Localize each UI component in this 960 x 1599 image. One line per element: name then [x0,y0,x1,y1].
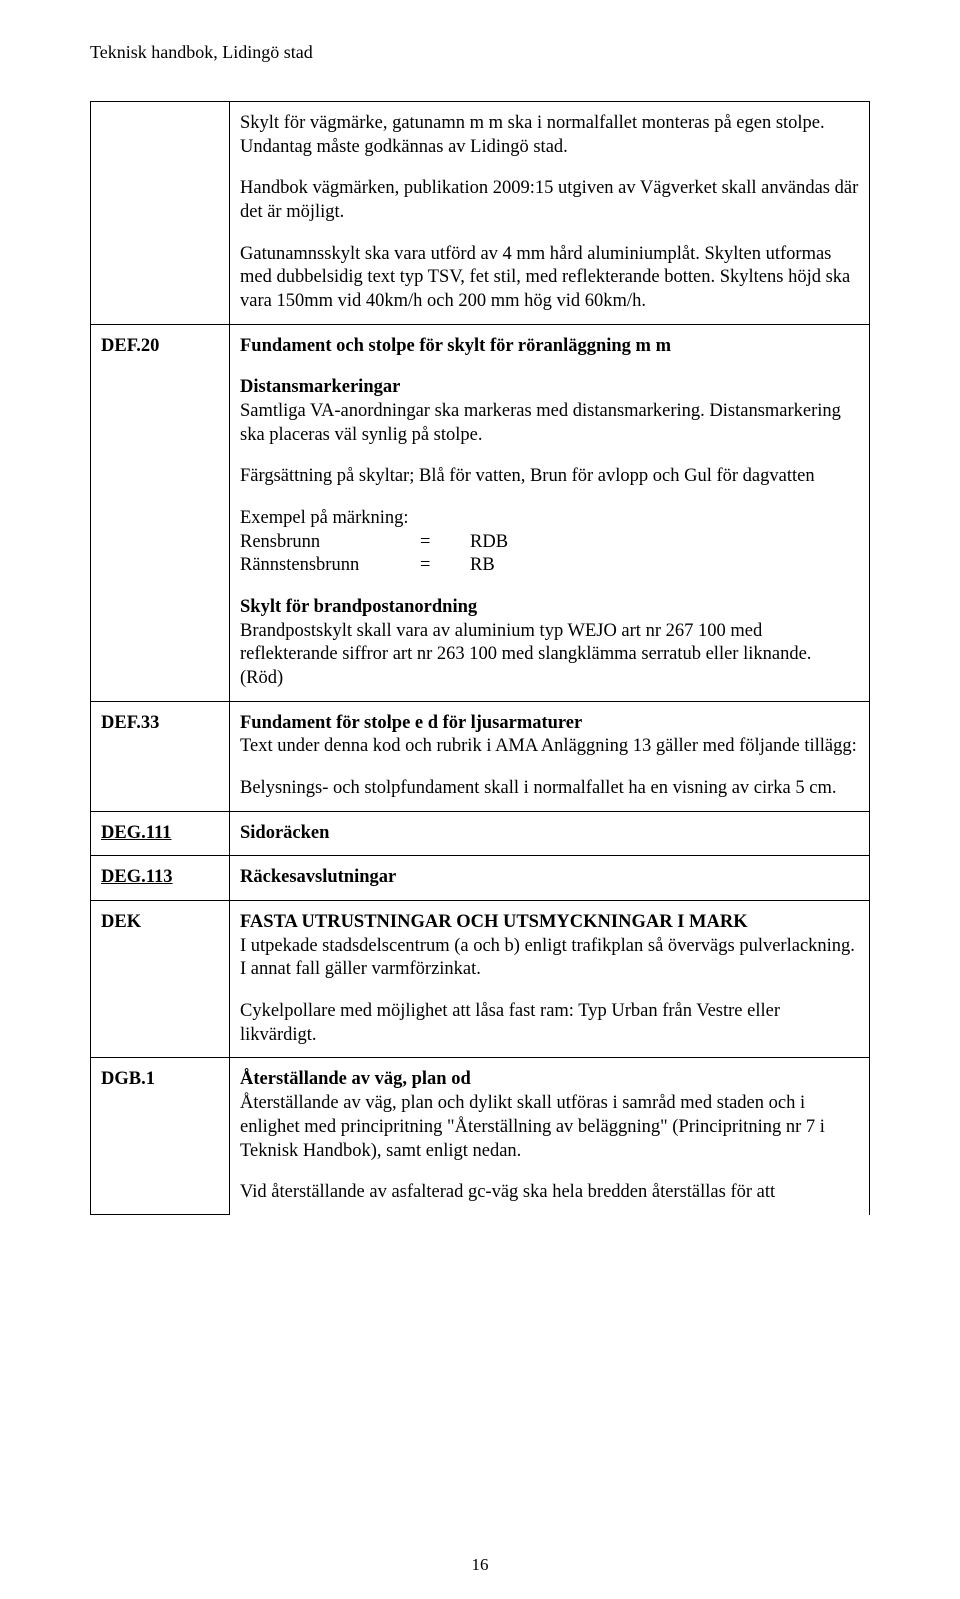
code-cell: DEG.113 [91,856,230,901]
table-row: DEG.113 Räckesavslutningar [91,856,870,901]
section-title: Återställande av väg, plan od [240,1069,471,1089]
content-cell: Fundament och stolpe för skylt för röran… [230,324,870,701]
paragraph: Belysnings- och stolpfundament skall i n… [240,777,859,801]
table-row: Skylt för vägmärke, gatunamn m m ska i n… [91,102,870,325]
content-cell: Fundament för stolpe e d för ljusarmatur… [230,701,870,811]
paragraph: Cykelpollare med möjlighet att låsa fast… [240,1000,859,1047]
content-cell: Återställande av väg, plan od Återställa… [230,1058,870,1215]
example-label: Rensbrunn [240,531,420,555]
content-cell: Räckesavslutningar [230,856,870,901]
page: Teknisk handbok, Lidingö stad Skylt för … [0,0,960,1599]
code-cell: DEG.111 [91,811,230,856]
page-header: Teknisk handbok, Lidingö stad [90,42,870,63]
table-row: DEF.20 Fundament och stolpe för skylt fö… [91,324,870,701]
table-row: DEK FASTA UTRUSTNINGAR OCH UTSMYCKNINGAR… [91,901,870,1058]
example-code: RB [470,554,495,578]
section-title: Räckesavslutningar [240,867,396,887]
paragraph: Skylt för vägmärke, gatunamn m m ska i n… [240,112,859,159]
paragraph: Vid återställande av asfalterad gc-väg s… [240,1181,859,1205]
section-title: Sidoräcken [240,823,329,843]
table-row: DEF.33 Fundament för stolpe e d för ljus… [91,701,870,811]
paragraph: Gatunamnsskylt ska vara utförd av 4 mm h… [240,243,859,314]
paragraph-text: Samtliga VA-anordningar ska markeras med… [240,401,841,445]
paragraph: Handbok vägmärken, publikation 2009:15 u… [240,177,859,224]
code-cell: DEK [91,901,230,1058]
code-cell: DEF.20 [91,324,230,701]
code-cell: DGB.1 [91,1058,230,1215]
example-block: Exempel på märkning: Rensbrunn = RDB Rän… [240,507,859,578]
content-cell: Skylt för vägmärke, gatunamn m m ska i n… [230,102,870,325]
section-title: Fundament och stolpe för skylt för röran… [240,335,859,359]
content-cell: Sidoräcken [230,811,870,856]
section-title: FASTA UTRUSTNINGAR OCH UTSMYCKNINGAR I M… [240,912,748,932]
paragraph: Färgsättning på skyltar; Blå för vatten,… [240,465,859,489]
paragraph: Skylt för brandpostanordning Brandpostsk… [240,596,859,691]
example-code: RDB [470,531,508,555]
paragraph-text: Återställande av väg, plan och dylikt sk… [240,1093,825,1160]
example-heading: Exempel på märkning: [240,507,859,531]
paragraph-text: I utpekade stadsdelscentrum (a och b) en… [240,936,855,980]
page-number: 16 [0,1555,960,1575]
paragraph: FASTA UTRUSTNINGAR OCH UTSMYCKNINGAR I M… [240,911,859,982]
code-cell-empty [91,102,230,325]
table-row: DGB.1 Återställande av väg, plan od Åter… [91,1058,870,1215]
table-row: DEG.111 Sidoräcken [91,811,870,856]
section-title: Fundament för stolpe e d för ljusarmatur… [240,713,582,733]
paragraph: Distansmarkeringar Samtliga VA-anordning… [240,376,859,447]
paragraph-text: Brandpostskylt skall vara av aluminium t… [240,621,811,688]
content-cell: FASTA UTRUSTNINGAR OCH UTSMYCKNINGAR I M… [230,901,870,1058]
paragraph: Fundament för stolpe e d för ljusarmatur… [240,712,859,759]
subheading: Skylt för brandpostanordning [240,597,477,617]
example-eq: = [420,531,470,555]
paragraph: Återställande av väg, plan od Återställa… [240,1068,859,1163]
example-row: Rensbrunn = RDB [240,531,859,555]
example-eq: = [420,554,470,578]
example-row: Rännstensbrunn = RB [240,554,859,578]
paragraph-text: Text under denna kod och rubrik i AMA An… [240,736,857,756]
code-cell: DEF.33 [91,701,230,811]
subheading: Distansmarkeringar [240,377,400,397]
content-table: Skylt för vägmärke, gatunamn m m ska i n… [90,101,870,1215]
example-label: Rännstensbrunn [240,554,420,578]
